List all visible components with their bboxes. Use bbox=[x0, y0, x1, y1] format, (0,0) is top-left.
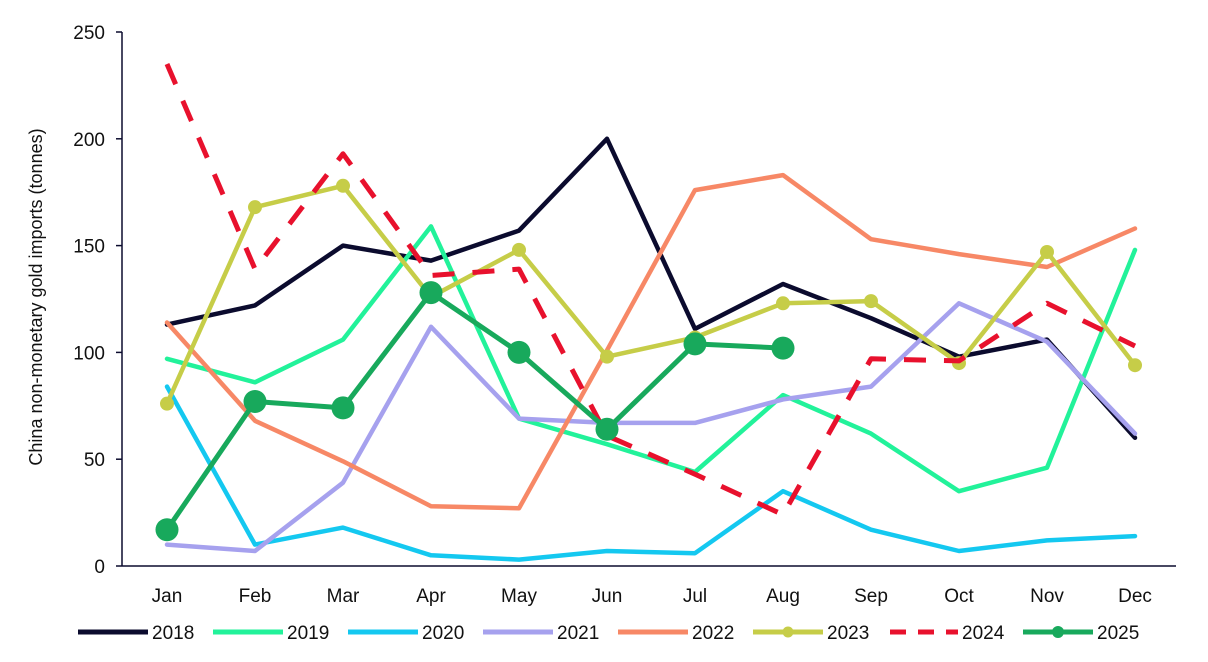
legend-item-2022: 2022 bbox=[618, 623, 734, 644]
data-point-2025 bbox=[331, 396, 355, 420]
series-lines bbox=[155, 63, 1142, 562]
series-line-2021 bbox=[164, 301, 1138, 554]
series-line-2023 bbox=[164, 183, 1138, 406]
legend-marker bbox=[782, 626, 794, 638]
series-2019 bbox=[164, 224, 1138, 494]
legend-item-2020: 2020 bbox=[348, 623, 464, 644]
y-tick-label: 250 bbox=[73, 23, 105, 44]
x-tick-label: Dec bbox=[1118, 586, 1152, 607]
x-tick-label: Aug bbox=[766, 586, 800, 607]
x-axis-ticks: Jan Feb Mar Apr May Jun Jul Aug Sep Oct Nov Dec bbox=[152, 586, 1152, 607]
data-point-2023 bbox=[160, 396, 174, 411]
series-2022 bbox=[164, 172, 1138, 511]
x-tick-label: Jun bbox=[592, 586, 623, 607]
x-tick-label: Jul bbox=[683, 586, 707, 607]
legend: 2018 2019 2020 2021 2022 2023 2024 2025 bbox=[78, 623, 1139, 644]
legend-label: 2018 bbox=[152, 623, 194, 644]
legend-label: 2019 bbox=[287, 623, 329, 644]
legend-item-2021: 2021 bbox=[483, 623, 599, 644]
axes: China non-monetary gold imports (tonnes) bbox=[26, 32, 1176, 567]
data-point-2025 bbox=[243, 390, 267, 414]
legend-marker bbox=[1052, 626, 1064, 638]
data-point-2025 bbox=[771, 336, 795, 360]
series-line-2025 bbox=[164, 290, 786, 533]
series-2024 bbox=[164, 63, 1137, 518]
data-point-2023 bbox=[1128, 358, 1142, 373]
y-tick-label: 150 bbox=[73, 237, 105, 258]
x-tick-label: Nov bbox=[1030, 586, 1064, 607]
x-tick-label: Oct bbox=[944, 586, 974, 607]
x-tick-label: Mar bbox=[327, 586, 360, 607]
data-point-2025 bbox=[155, 518, 179, 542]
series-line-2024 bbox=[164, 63, 1137, 518]
y-tick-label: 200 bbox=[73, 130, 105, 151]
x-tick-label: May bbox=[501, 586, 537, 607]
data-point-2025 bbox=[595, 417, 619, 441]
x-tick-label: Apr bbox=[416, 586, 446, 607]
series-2020 bbox=[164, 384, 1138, 562]
data-point-2023 bbox=[248, 200, 262, 215]
legend-item-2023: 2023 bbox=[753, 623, 869, 644]
series-2023 bbox=[160, 178, 1142, 411]
y-axis-ticks: 0 50 100 150 200 250 bbox=[73, 23, 122, 578]
series-line-2018 bbox=[164, 136, 1138, 441]
legend-item-2018: 2018 bbox=[78, 623, 194, 644]
series-line-2022 bbox=[164, 172, 1138, 511]
legend-label: 2021 bbox=[557, 623, 599, 644]
data-point-2023 bbox=[600, 349, 614, 364]
legend-label: 2025 bbox=[1097, 623, 1139, 644]
data-point-2023 bbox=[864, 294, 878, 309]
y-tick-label: 100 bbox=[73, 343, 105, 364]
x-tick-label: Jan bbox=[152, 586, 183, 607]
data-point-2023 bbox=[1040, 245, 1054, 260]
legend-item-2025: 2025 bbox=[1023, 623, 1139, 644]
x-tick-label: Sep bbox=[854, 586, 888, 607]
series-2025 bbox=[155, 281, 795, 542]
legend-item-2019: 2019 bbox=[213, 623, 329, 644]
data-point-2023 bbox=[512, 242, 526, 257]
legend-item-2024: 2024 bbox=[890, 623, 1005, 644]
data-point-2023 bbox=[336, 178, 350, 193]
series-2018 bbox=[164, 136, 1138, 441]
data-point-2025 bbox=[507, 340, 531, 364]
y-axis-title: China non-monetary gold imports (tonnes) bbox=[26, 128, 46, 465]
legend-label: 2022 bbox=[692, 623, 734, 644]
series-2021 bbox=[164, 301, 1138, 554]
y-tick-label: 0 bbox=[94, 557, 105, 578]
legend-label: 2020 bbox=[422, 623, 464, 644]
data-point-2025 bbox=[419, 281, 443, 305]
y-tick-label: 50 bbox=[84, 450, 105, 471]
data-point-2025 bbox=[683, 332, 707, 356]
legend-label: 2023 bbox=[827, 623, 869, 644]
x-tick-label: Feb bbox=[239, 586, 272, 607]
data-point-2023 bbox=[776, 296, 790, 311]
series-line-2020 bbox=[164, 384, 1138, 562]
series-line-2019 bbox=[164, 224, 1138, 494]
legend-label: 2024 bbox=[962, 623, 1005, 644]
